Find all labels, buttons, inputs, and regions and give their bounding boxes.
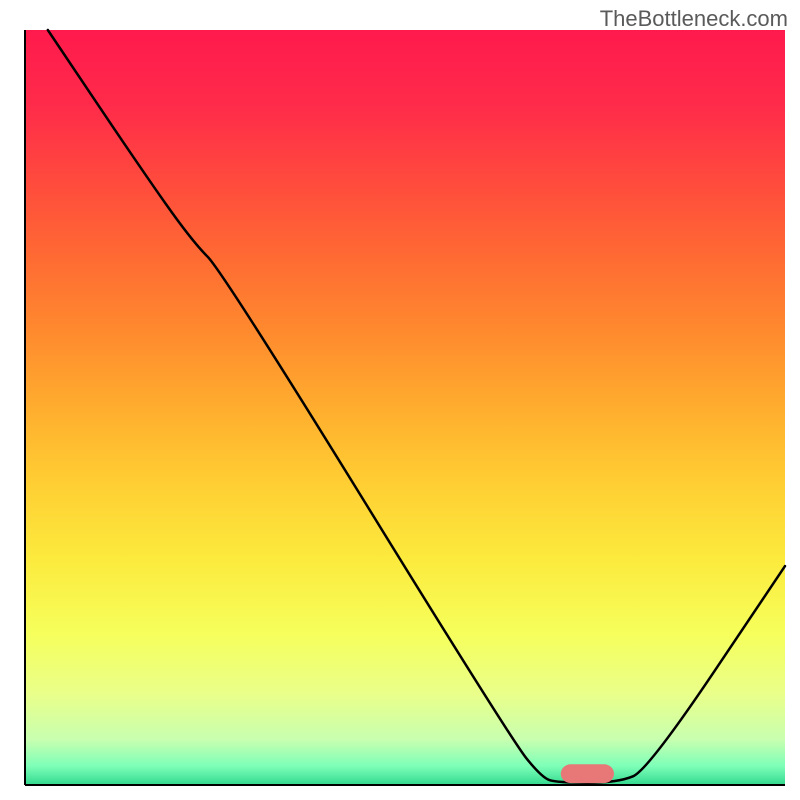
gradient-background	[25, 30, 785, 785]
bottleneck-chart: TheBottleneck.com	[0, 0, 800, 800]
optimal-marker	[561, 764, 614, 783]
watermark-text: TheBottleneck.com	[600, 6, 788, 32]
chart-canvas	[0, 0, 800, 800]
